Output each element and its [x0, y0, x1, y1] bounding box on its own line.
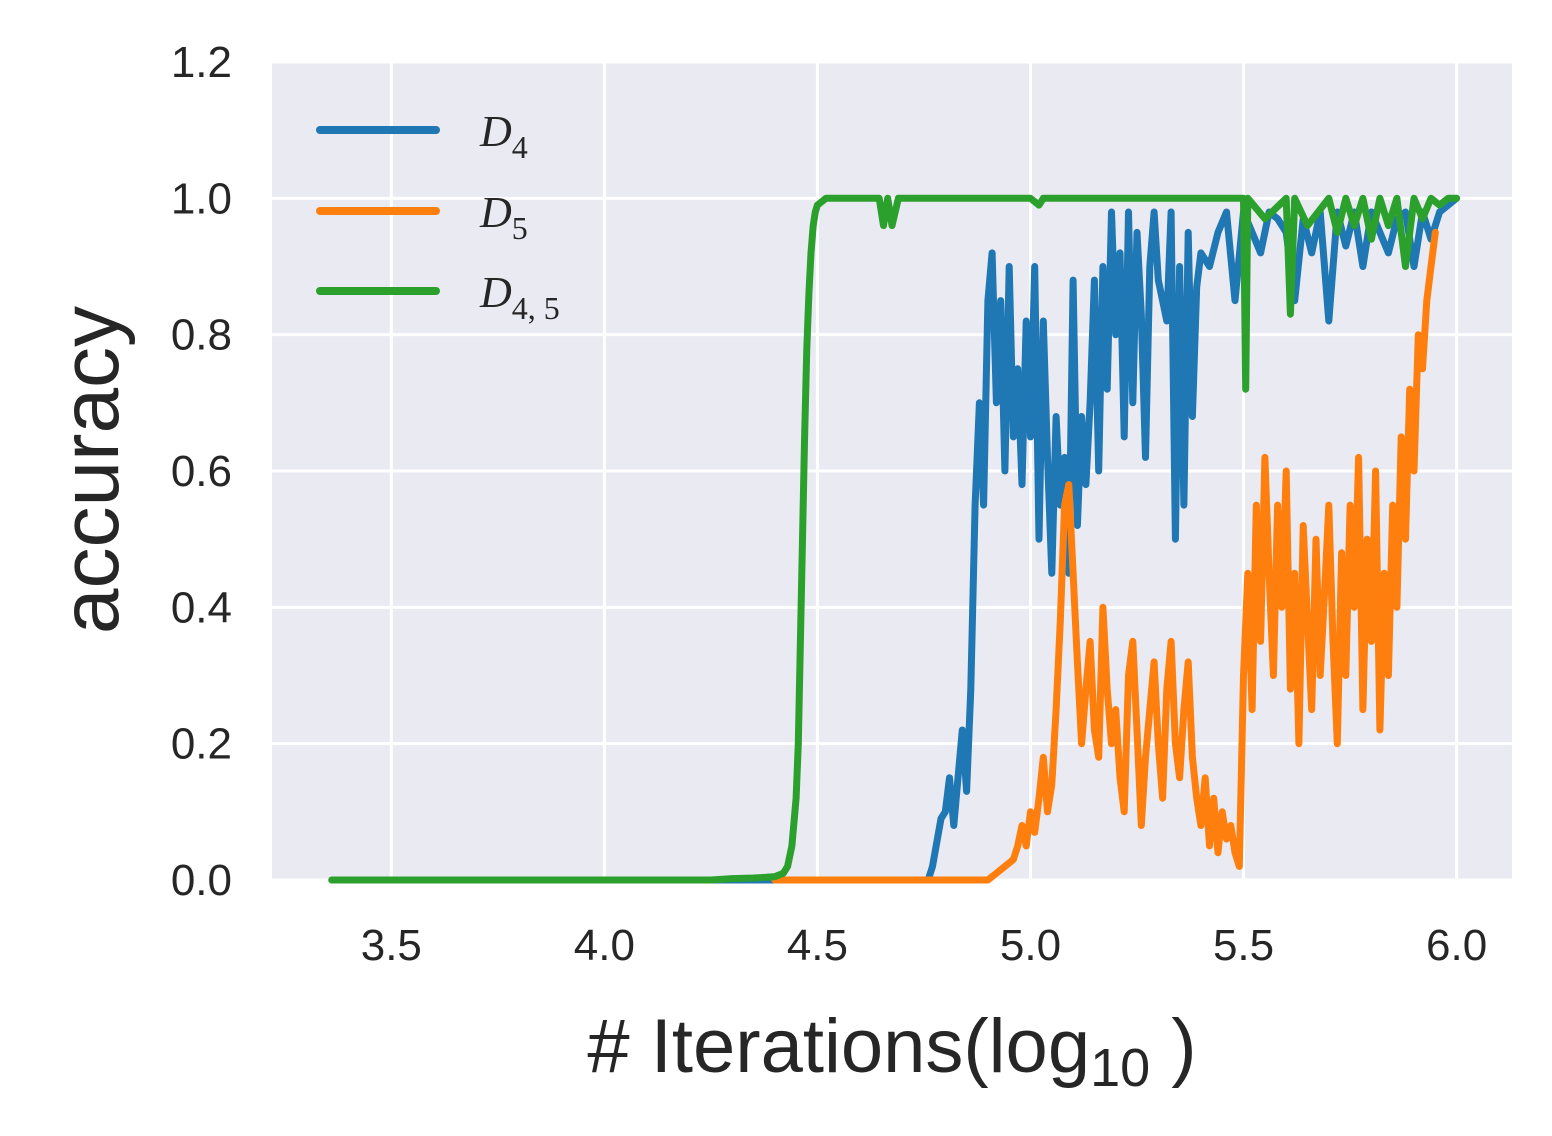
legend-label-d45-name: D: [479, 268, 512, 317]
y-axis-label: accuracy: [45, 306, 136, 634]
series-lines: [328, 194, 1461, 884]
x-tick-label: 4.5: [787, 921, 848, 970]
legend: D4 D5 D4, 5: [316, 107, 560, 326]
x-tick-label: 5.5: [1213, 921, 1274, 970]
legend-label-d4-name: D: [479, 107, 512, 156]
series-line-d4: [336, 194, 1461, 884]
x-axis-label-tail: ): [1150, 1004, 1196, 1089]
y-tick-label: 0.8: [171, 311, 232, 360]
legend-label-d5-sub: 5: [512, 210, 528, 246]
x-tick-label: 5.0: [1000, 921, 1061, 970]
legend-label-d4: D4: [479, 107, 528, 165]
y-tick-label: 1.0: [171, 174, 232, 223]
legend-label-d45-sub: 4, 5: [512, 290, 560, 326]
legend-label-d45: D4, 5: [479, 268, 560, 326]
x-tick-label: 6.0: [1426, 921, 1487, 970]
series-line-d5: [771, 228, 1439, 884]
x-axis-label: # Iterations(log10 ): [587, 1004, 1196, 1098]
series-line-d45: [328, 194, 1461, 884]
y-tick-labels: 0.0 0.2 0.4 0.6 0.8 1.0 1.2: [171, 38, 232, 905]
legend-label-d5-name: D: [479, 188, 512, 237]
grid-lines: [272, 60, 1512, 882]
x-axis-label-subscript: 10: [1090, 1038, 1150, 1098]
y-tick-label: 0.2: [171, 720, 232, 769]
y-tick-label: 0.4: [171, 583, 232, 632]
legend-label-d5: D5: [479, 188, 528, 246]
y-tick-label: 1.2: [171, 38, 232, 87]
x-axis-label-main: # Iterations(log: [587, 1004, 1090, 1089]
x-tick-labels: 3.5 4.0 4.5 5.0 5.5 6.0: [361, 921, 1487, 970]
x-tick-label: 3.5: [361, 921, 422, 970]
x-tick-label: 4.0: [574, 921, 635, 970]
y-tick-label: 0.0: [171, 856, 232, 905]
y-tick-label: 0.6: [171, 447, 232, 496]
legend-label-d4-sub: 4: [512, 129, 528, 165]
